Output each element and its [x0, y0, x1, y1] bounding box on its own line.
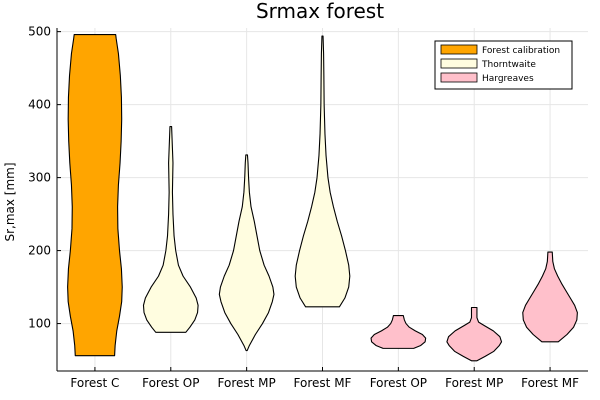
- legend-swatch: [440, 44, 478, 55]
- legend-swatch: [440, 58, 478, 69]
- legend-label: Thorntwaite: [481, 60, 536, 70]
- y-axis-label: Sr,max [mm]: [3, 162, 17, 241]
- violin-6: [446, 306, 503, 362]
- legend-label: Hargreaves: [482, 74, 534, 84]
- y-tick-label: 400: [28, 98, 51, 112]
- chart-title: Srmax forest: [256, 0, 384, 23]
- x-tick-label: Forest C: [70, 376, 119, 390]
- y-tick-label: 200: [28, 244, 51, 258]
- y-tick-label: 500: [28, 25, 51, 39]
- y-tick-label: 100: [28, 317, 51, 331]
- x-tick-label: Forest OP: [142, 376, 199, 390]
- x-tick-label: Forest MP: [445, 376, 503, 390]
- x-tick-label: Forest OP: [370, 376, 427, 390]
- violin-7: [522, 251, 578, 343]
- x-tick-label: Forest MF: [294, 376, 352, 390]
- legend-swatch: [440, 72, 478, 83]
- violin-4: [294, 35, 351, 308]
- violin-2: [142, 125, 199, 333]
- legend: Forest calibration Thorntwaite Hargreaves: [434, 40, 573, 90]
- x-tick-label: Forest MP: [218, 376, 276, 390]
- axes: 100 200 300 400 500 Forest C Forest OP Forest M…: [28, 25, 588, 390]
- legend-label: Forest calibration: [482, 46, 560, 56]
- x-tick-label: Forest MF: [521, 376, 579, 390]
- violin-5: [370, 314, 427, 349]
- y-tick-label: 300: [28, 171, 51, 185]
- violin-1: [67, 34, 123, 357]
- violins: [67, 34, 578, 362]
- violin-3: [218, 154, 275, 352]
